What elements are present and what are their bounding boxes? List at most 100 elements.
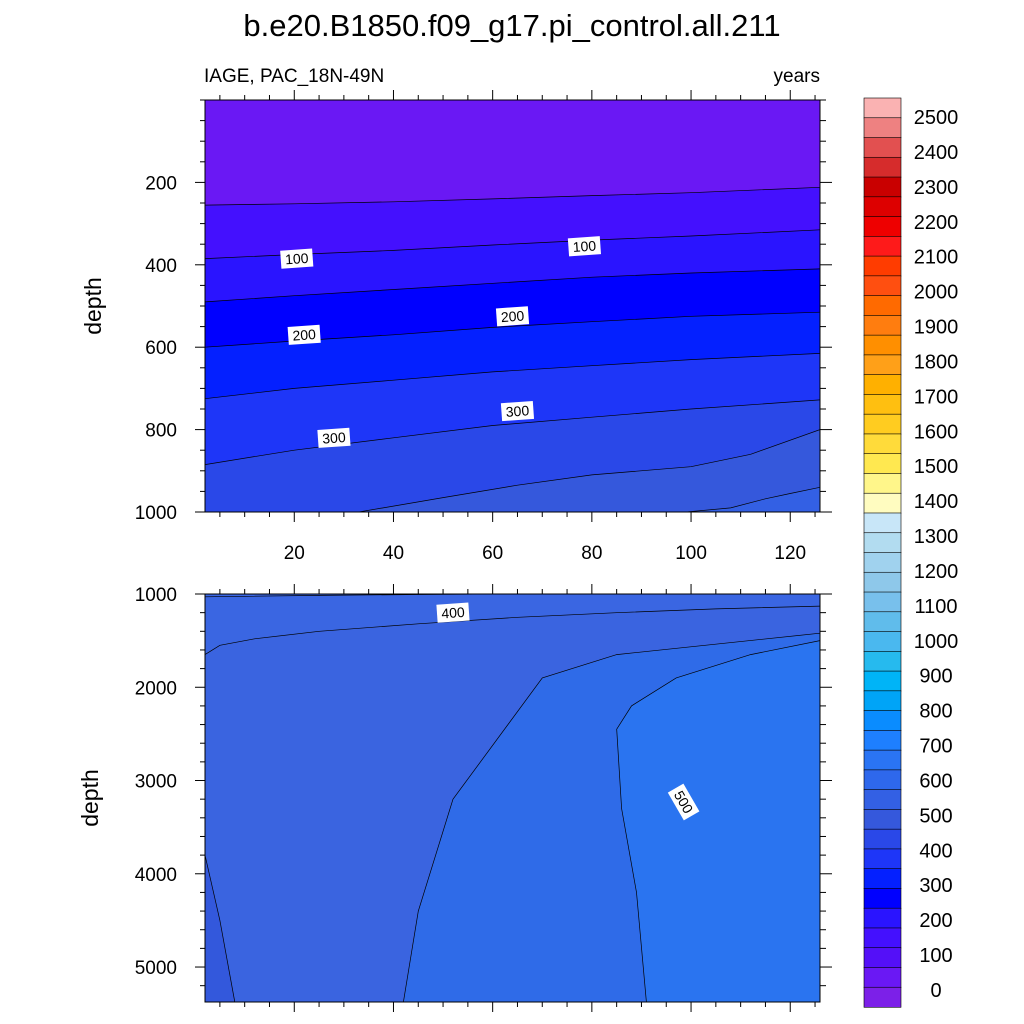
- y-tick-label: 200: [145, 173, 177, 194]
- colorbar-box: [863, 216, 902, 237]
- colorbar-tick-label: 1900: [914, 317, 959, 339]
- contour-line: [403, 632, 820, 1002]
- x-tick-label: 60: [482, 543, 503, 564]
- colorbar-tick-label: 1400: [914, 491, 959, 513]
- y-tick-label: 3000: [135, 772, 177, 793]
- colorbar-box: [863, 453, 902, 475]
- contour-band: [686, 487, 820, 512]
- colorbar-box: [863, 631, 902, 652]
- colorbar-tick-label: 500: [919, 805, 952, 827]
- top-panel: 20 40 60 80 100 120 200 400 600 800 1000 100 100 200…: [80, 90, 832, 564]
- colorbar-tick-label: 1800: [914, 351, 959, 373]
- colorbar-tick-label: 300: [919, 875, 952, 897]
- top-ticks: 20 40 60 80 100 120 200 400 600 800 1000: [135, 90, 832, 564]
- colorbar-tick-label: 2100: [914, 247, 959, 269]
- colorbar-box: [863, 611, 902, 633]
- colorbar-box: [863, 552, 902, 573]
- colorbar-box: [863, 512, 902, 534]
- contour-band: [205, 855, 235, 1002]
- top-contour-bands: [205, 187, 820, 512]
- colorbar-tick-label: 1700: [914, 386, 959, 408]
- contour-label: 200: [287, 324, 321, 345]
- colorbar-box: [863, 907, 902, 929]
- left-string: IAGE, PAC_18N-49N: [204, 66, 384, 87]
- colorbar-box: [863, 730, 902, 751]
- colorbar-box: [863, 374, 902, 396]
- contour-line: [205, 186, 820, 206]
- x-tick-label: 80: [581, 543, 602, 564]
- y-tick-label: 5000: [135, 958, 177, 979]
- colorbar-box: [863, 670, 902, 692]
- colorbar-tick-label: 1100: [914, 596, 957, 618]
- contour-band: [616, 640, 820, 1002]
- colorbar-tick-label: 2200: [914, 212, 959, 234]
- colorbar-box: [863, 236, 902, 257]
- colorbar-box: [863, 137, 902, 158]
- y-tick-label: 1000: [135, 503, 177, 524]
- y-tick-label: 800: [145, 421, 177, 442]
- colorbar-box: [863, 888, 902, 909]
- x-tick-label: 120: [774, 543, 806, 564]
- colorbar: 2500240023002200210020001900180017001600…: [863, 97, 959, 1008]
- colorbar-box: [863, 295, 902, 316]
- colorbar-box: [863, 334, 902, 356]
- top-contour-labels: 100 100 200 200 300 300: [280, 236, 602, 448]
- contour-label-text: 400: [441, 604, 466, 622]
- colorbar-box: [863, 986, 902, 1008]
- colorbar-box: [863, 275, 902, 297]
- colorbar-box: [863, 650, 902, 672]
- contour-label-box: [436, 602, 470, 623]
- bottom-ticks: 1000 2000 3000 4000 5000: [135, 584, 832, 1012]
- contour-label-box: [567, 236, 602, 257]
- contour-label: 400: [436, 602, 470, 623]
- contour-label-box: [667, 783, 700, 821]
- contour-line: [205, 353, 820, 400]
- contour-label-text: 100: [285, 250, 310, 268]
- contour-label-text: 200: [500, 307, 525, 325]
- colorbar-box: [863, 769, 902, 791]
- colorbar-box: [863, 848, 902, 870]
- contour-label-text: 200: [292, 326, 317, 344]
- colorbar-box: [863, 176, 902, 198]
- colorbar-tick-label: 700: [919, 736, 952, 758]
- x-tick-label: 40: [383, 543, 404, 564]
- y-tick-label: 600: [145, 338, 177, 359]
- colorbar-tick-label: 2400: [914, 142, 959, 164]
- colorbar-box: [863, 315, 902, 336]
- contour-line: [205, 268, 820, 303]
- contour-label: 300: [500, 400, 535, 422]
- contour-line: [616, 640, 820, 1002]
- colorbar-box: [863, 492, 902, 514]
- chart-title: b.e20.B1850.f09_g17.pi_control.all.211: [243, 8, 780, 43]
- contour-label-text: 300: [322, 429, 347, 447]
- colorbar-box: [863, 749, 902, 771]
- y-tick-label: 2000: [135, 678, 177, 699]
- contour-label-box: [280, 248, 314, 269]
- colorbar-tick-label: 800: [919, 701, 952, 723]
- colorbar-box: [863, 690, 902, 712]
- colorbar-box: [863, 394, 902, 415]
- colorbar-box: [863, 828, 902, 850]
- colorbar-box: [863, 255, 902, 277]
- colorbar-tick-label: 2000: [914, 282, 959, 304]
- colorbar-tick-label: 1000: [914, 631, 959, 653]
- y-tick-label: 4000: [135, 865, 177, 886]
- bottom-ylabel: depth: [77, 769, 103, 827]
- x-tick-label: 20: [284, 543, 305, 564]
- colorbar-tick-label: 100: [919, 945, 952, 967]
- colorbar-box: [863, 868, 902, 890]
- contour-label-text: 300: [505, 402, 530, 420]
- contour-label-box: [500, 400, 535, 422]
- contour-label: 100: [567, 236, 602, 257]
- contour-line: [358, 429, 820, 512]
- contour-label-box: [495, 306, 530, 327]
- contour-line: [686, 486, 820, 512]
- contour-label-box: [287, 324, 321, 345]
- colorbar-tick-label: 900: [919, 666, 952, 688]
- colorbar-box: [863, 927, 902, 949]
- colorbar-tick-label: 1600: [914, 421, 959, 443]
- contour-line: [205, 855, 236, 1002]
- right-string: years: [774, 66, 820, 87]
